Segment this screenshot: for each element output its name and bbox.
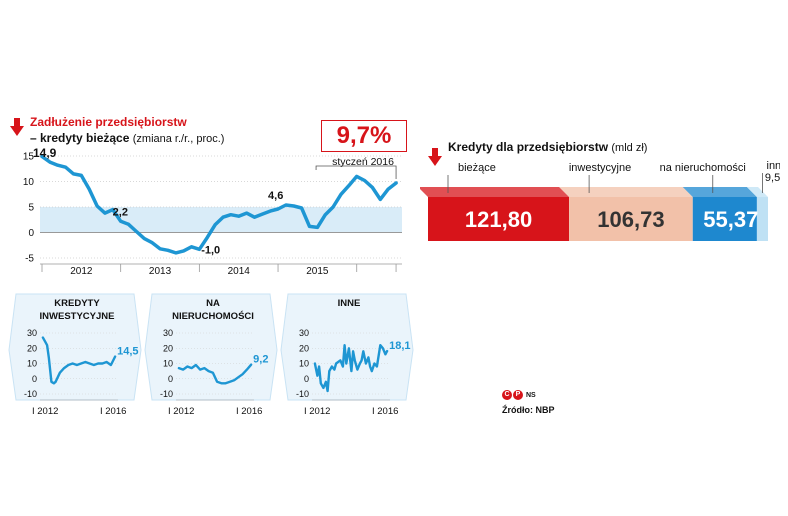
main-chart-title: Zadłużenie przedsiębiorstw (30, 115, 187, 129)
stacked-bar-chart: bieżące inwestycyjne na nieruchomości inne 1… (420, 160, 780, 241)
y-tick-label: 20 (27, 343, 37, 353)
y-tick-label: 0 (168, 374, 173, 384)
y-tick-label: 0 (304, 374, 309, 384)
bar-segment (428, 197, 570, 241)
y-tick-label: 30 (27, 328, 37, 338)
bar-segment (756, 197, 768, 241)
bar-chart-title-row: Kredyty dla przedsiębiorstw (mld zł) (448, 140, 647, 154)
y-tick-label: 30 (163, 328, 173, 338)
x-tick-label: I 2016 (236, 406, 262, 417)
x-tick-label: I 2016 (372, 406, 398, 417)
source-text: Źródło: NBP (502, 405, 555, 415)
bar-chart-unit: (mld zł) (611, 142, 648, 154)
main-chart-subtitle: – kredyty bieżące (zmiana r./r., proc.) (30, 131, 224, 145)
y-tick-label: 10 (299, 359, 309, 369)
value-label: 9,57 (765, 172, 780, 184)
x-tick-label: 2015 (306, 266, 329, 277)
hexagon-background (280, 293, 414, 401)
annotation-label: 4,6 (268, 190, 283, 202)
publisher-logo-icon: P (513, 390, 523, 400)
y-tick-label: -10 (24, 389, 37, 399)
small-chart-other: INNE -10 0 10 20 30 I 2012 I 2016 18,1 (280, 293, 414, 417)
value-label: 55,37 (703, 207, 758, 232)
down-arrow-icon-bar (428, 148, 442, 166)
small-chart-title: INWESTYCYJNE (40, 311, 115, 322)
callout-leader (315, 165, 397, 180)
bar-segment-top (682, 187, 757, 197)
bar-segment (569, 197, 693, 241)
y-tick-label: 30 (299, 328, 309, 338)
bar-segment-top (746, 187, 768, 197)
copyright-icon: C (502, 390, 512, 400)
category-label: bieżące (458, 162, 496, 174)
y-tick-label: -5 (25, 254, 34, 265)
x-tick-label: I 2012 (168, 406, 194, 417)
y-tick-label: 20 (163, 343, 173, 353)
x-tick-label: 2012 (70, 266, 93, 277)
bar-segment-top (559, 187, 693, 197)
bar-segment (692, 197, 757, 241)
y-tick-label: 15 (23, 152, 35, 163)
series-line (177, 363, 253, 385)
small-chart-title: KREDYTY (54, 298, 100, 309)
y-tick-label: 0 (32, 374, 37, 384)
main-chart-unit: (zmiana r./r., proc.) (132, 133, 225, 145)
x-tick-label: I 2012 (304, 406, 330, 417)
annotation-label: -1,0 (201, 245, 220, 257)
annotation-label: 14,9 (33, 146, 57, 160)
small-chart-investment: KREDYTY INWESTYCYJNE -10 0 10 20 30 I 2012 I 201… (8, 293, 142, 417)
x-tick-label: I 2016 (100, 406, 126, 417)
x-tick-label: 2013 (149, 266, 172, 277)
x-tick-label: I 2012 (32, 406, 58, 417)
y-tick-label: 5 (28, 203, 34, 214)
y-tick-label: -10 (296, 389, 309, 399)
callout-label: styczeń 2016 (332, 156, 394, 168)
annotation-label: 2,2 (113, 206, 128, 218)
x-tick-label: 2014 (228, 266, 251, 277)
series-line (40, 154, 398, 255)
hexagon-background (8, 293, 142, 401)
series-line (41, 336, 117, 385)
y-tick-label: 0 (28, 228, 34, 239)
y-tick-label: 10 (27, 359, 37, 369)
end-value-label: 14,5 (117, 346, 138, 358)
category-label: inwestycyjne (569, 162, 631, 174)
down-arrow-icon (10, 118, 24, 136)
category-label: inne (767, 160, 780, 172)
series-line (313, 344, 389, 393)
bar-chart-title: Kredyty dla przedsiębiorstw (448, 140, 609, 154)
main-line-chart: -5 0 5 10 15 2012 2013 2014 2015 14,9 2,2 -1,0 4,6 (23, 146, 402, 277)
end-value-label: 9,2 (253, 354, 268, 366)
bar-segment-top (420, 187, 570, 197)
y-tick-label: 10 (23, 177, 35, 188)
small-chart-title: NIERUCHOMOŚCI (172, 310, 254, 322)
main-chart-subtitle-bold: – kredyty bieżące (30, 131, 130, 145)
small-chart-title: NA (206, 298, 220, 309)
category-label: na nieruchomości (660, 162, 746, 174)
y-tick-label: 20 (299, 343, 309, 353)
y-tick-label: -10 (160, 389, 173, 399)
credits-text: NS (526, 392, 536, 399)
small-chart-title: INNE (338, 298, 361, 309)
callout-value: 9,7% (321, 120, 407, 152)
value-label: 106,73 (597, 207, 664, 232)
y-tick-label: 10 (163, 359, 173, 369)
value-label: 121,80 (465, 207, 532, 232)
end-value-label: 18,1 (389, 340, 410, 352)
